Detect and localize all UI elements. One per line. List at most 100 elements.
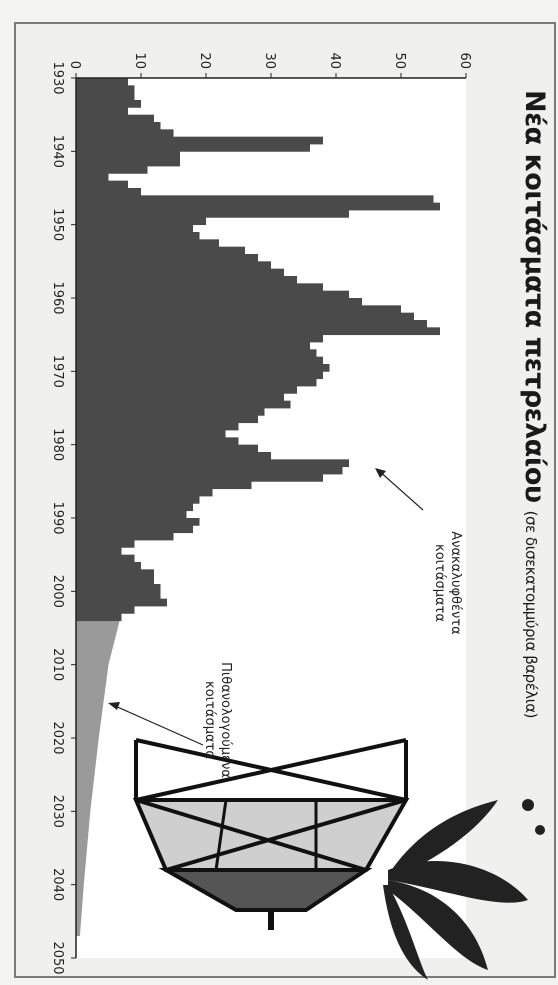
- probable-arrow-line: [112, 704, 204, 746]
- discovered-series-layer: [76, 78, 440, 622]
- discovered-bar: [76, 422, 239, 431]
- discovered-bar: [76, 408, 265, 416]
- value-tick-label: 0: [67, 61, 82, 69]
- value-tick-label: 10: [132, 52, 147, 69]
- discovered-bar: [76, 400, 291, 409]
- discovered-bar: [76, 224, 193, 233]
- annotation-arrows: [108, 468, 424, 746]
- discovered-bar: [76, 576, 154, 585]
- discovered-bar: [76, 496, 200, 504]
- discovered-arrow-line: [377, 469, 424, 511]
- year-tick-label: 1930: [50, 61, 65, 94]
- year-tick-label: 2010: [50, 648, 65, 681]
- discovered-bar: [76, 474, 323, 482]
- discovered-bar: [76, 554, 135, 563]
- discovered-bar: [76, 144, 310, 152]
- discovered-bar: [76, 85, 135, 94]
- discovered-bar: [76, 136, 323, 145]
- oil-derrick-icon: [132, 738, 410, 930]
- discovered-bar: [76, 312, 414, 321]
- discovered-bar: [76, 503, 193, 512]
- discovered-bar: [76, 525, 193, 534]
- discovered-annotation-line1: Ανακαλυφθέντα: [448, 531, 463, 635]
- discovered-bar: [76, 320, 427, 328]
- probable-annotation-line1: Πιθανολογούμενα: [218, 662, 233, 778]
- discovered-bar: [76, 481, 252, 490]
- discovered-bar: [76, 151, 180, 160]
- probable-arrow-head: [108, 702, 120, 710]
- discovered-bar: [76, 239, 219, 248]
- discovered-bar: [76, 444, 258, 453]
- probable-reserves-area: [76, 613, 122, 936]
- probable-annotation: Πιθανολογούμενα κοιτάσματα: [201, 640, 233, 800]
- discovered-bar: [76, 298, 362, 306]
- discovered-bar: [76, 290, 349, 299]
- discovered-bar: [76, 562, 141, 570]
- discovered-bar: [76, 202, 440, 211]
- value-tick-label: 50: [392, 52, 407, 69]
- value-tick-label: 30: [262, 52, 277, 69]
- discovered-bar: [76, 232, 200, 240]
- year-tick-label: 1970: [50, 355, 65, 388]
- discovered-bar: [76, 100, 141, 108]
- discovered-bar: [76, 613, 122, 622]
- discovered-bar: [76, 276, 297, 284]
- discovered-bar: [76, 569, 154, 578]
- discovered-bar: [76, 217, 206, 226]
- discovered-bar: [76, 188, 141, 196]
- discovered-bar: [76, 584, 161, 592]
- discovered-bar: [76, 466, 343, 475]
- value-tick-label: 60: [457, 52, 472, 69]
- discovered-bar: [76, 547, 122, 556]
- probable-annotation-line2: κοιτάσματα: [202, 681, 217, 759]
- year-tick-label: 1960: [50, 281, 65, 314]
- discovered-bar: [76, 488, 213, 497]
- discovered-bar: [76, 518, 200, 526]
- discovered-bar: [76, 386, 297, 394]
- discovered-bar: [76, 342, 310, 350]
- discovered-bar: [76, 107, 128, 116]
- discovered-bar: [76, 114, 154, 123]
- discovered-bar: [76, 356, 323, 365]
- year-tick-label: 1980: [50, 428, 65, 461]
- discovered-annotation-line2: κοιτάσματα: [432, 544, 447, 622]
- discovered-bar: [76, 510, 187, 519]
- discovered-bar: [76, 334, 323, 343]
- discovered-bar: [76, 532, 174, 541]
- value-tick-label: 40: [327, 52, 342, 69]
- oil-gusher-icon: [383, 799, 545, 980]
- discovered-bar: [76, 598, 167, 607]
- discovered-bar: [76, 452, 271, 460]
- year-tick-label: 2020: [50, 721, 65, 754]
- discovered-bar: [76, 166, 148, 174]
- discovered-bar: [76, 459, 349, 468]
- discovered-bar: [76, 305, 401, 314]
- discovered-bar: [76, 430, 226, 438]
- year-tick-label: 1940: [50, 135, 65, 168]
- discovered-bar: [76, 158, 180, 167]
- year-tick-label: 1950: [50, 208, 65, 241]
- axes-layer: 1930194019501960197019801990200020102020…: [50, 52, 472, 974]
- discovered-bar: [76, 437, 239, 446]
- year-tick-label: 2000: [50, 575, 65, 608]
- value-tick-label: 20: [197, 52, 212, 69]
- discovered-bar: [76, 129, 174, 138]
- discovered-bar: [76, 254, 258, 262]
- discovered-bar: [76, 195, 434, 204]
- discovered-bar: [76, 606, 135, 614]
- discovered-bar: [76, 415, 258, 424]
- discovered-bar: [76, 261, 271, 270]
- year-tick-label: 2040: [50, 868, 65, 901]
- discovered-bar: [76, 122, 161, 130]
- discovered-bar: [76, 393, 284, 402]
- discovered-bar: [76, 246, 245, 255]
- discovered-bar: [76, 371, 323, 380]
- discovered-bar: [76, 591, 161, 600]
- discovered-bar: [76, 349, 317, 358]
- discovered-bar: [76, 283, 323, 292]
- discovered-bar: [76, 327, 440, 336]
- year-tick-label: 2030: [50, 795, 65, 828]
- discovered-bar: [76, 92, 135, 101]
